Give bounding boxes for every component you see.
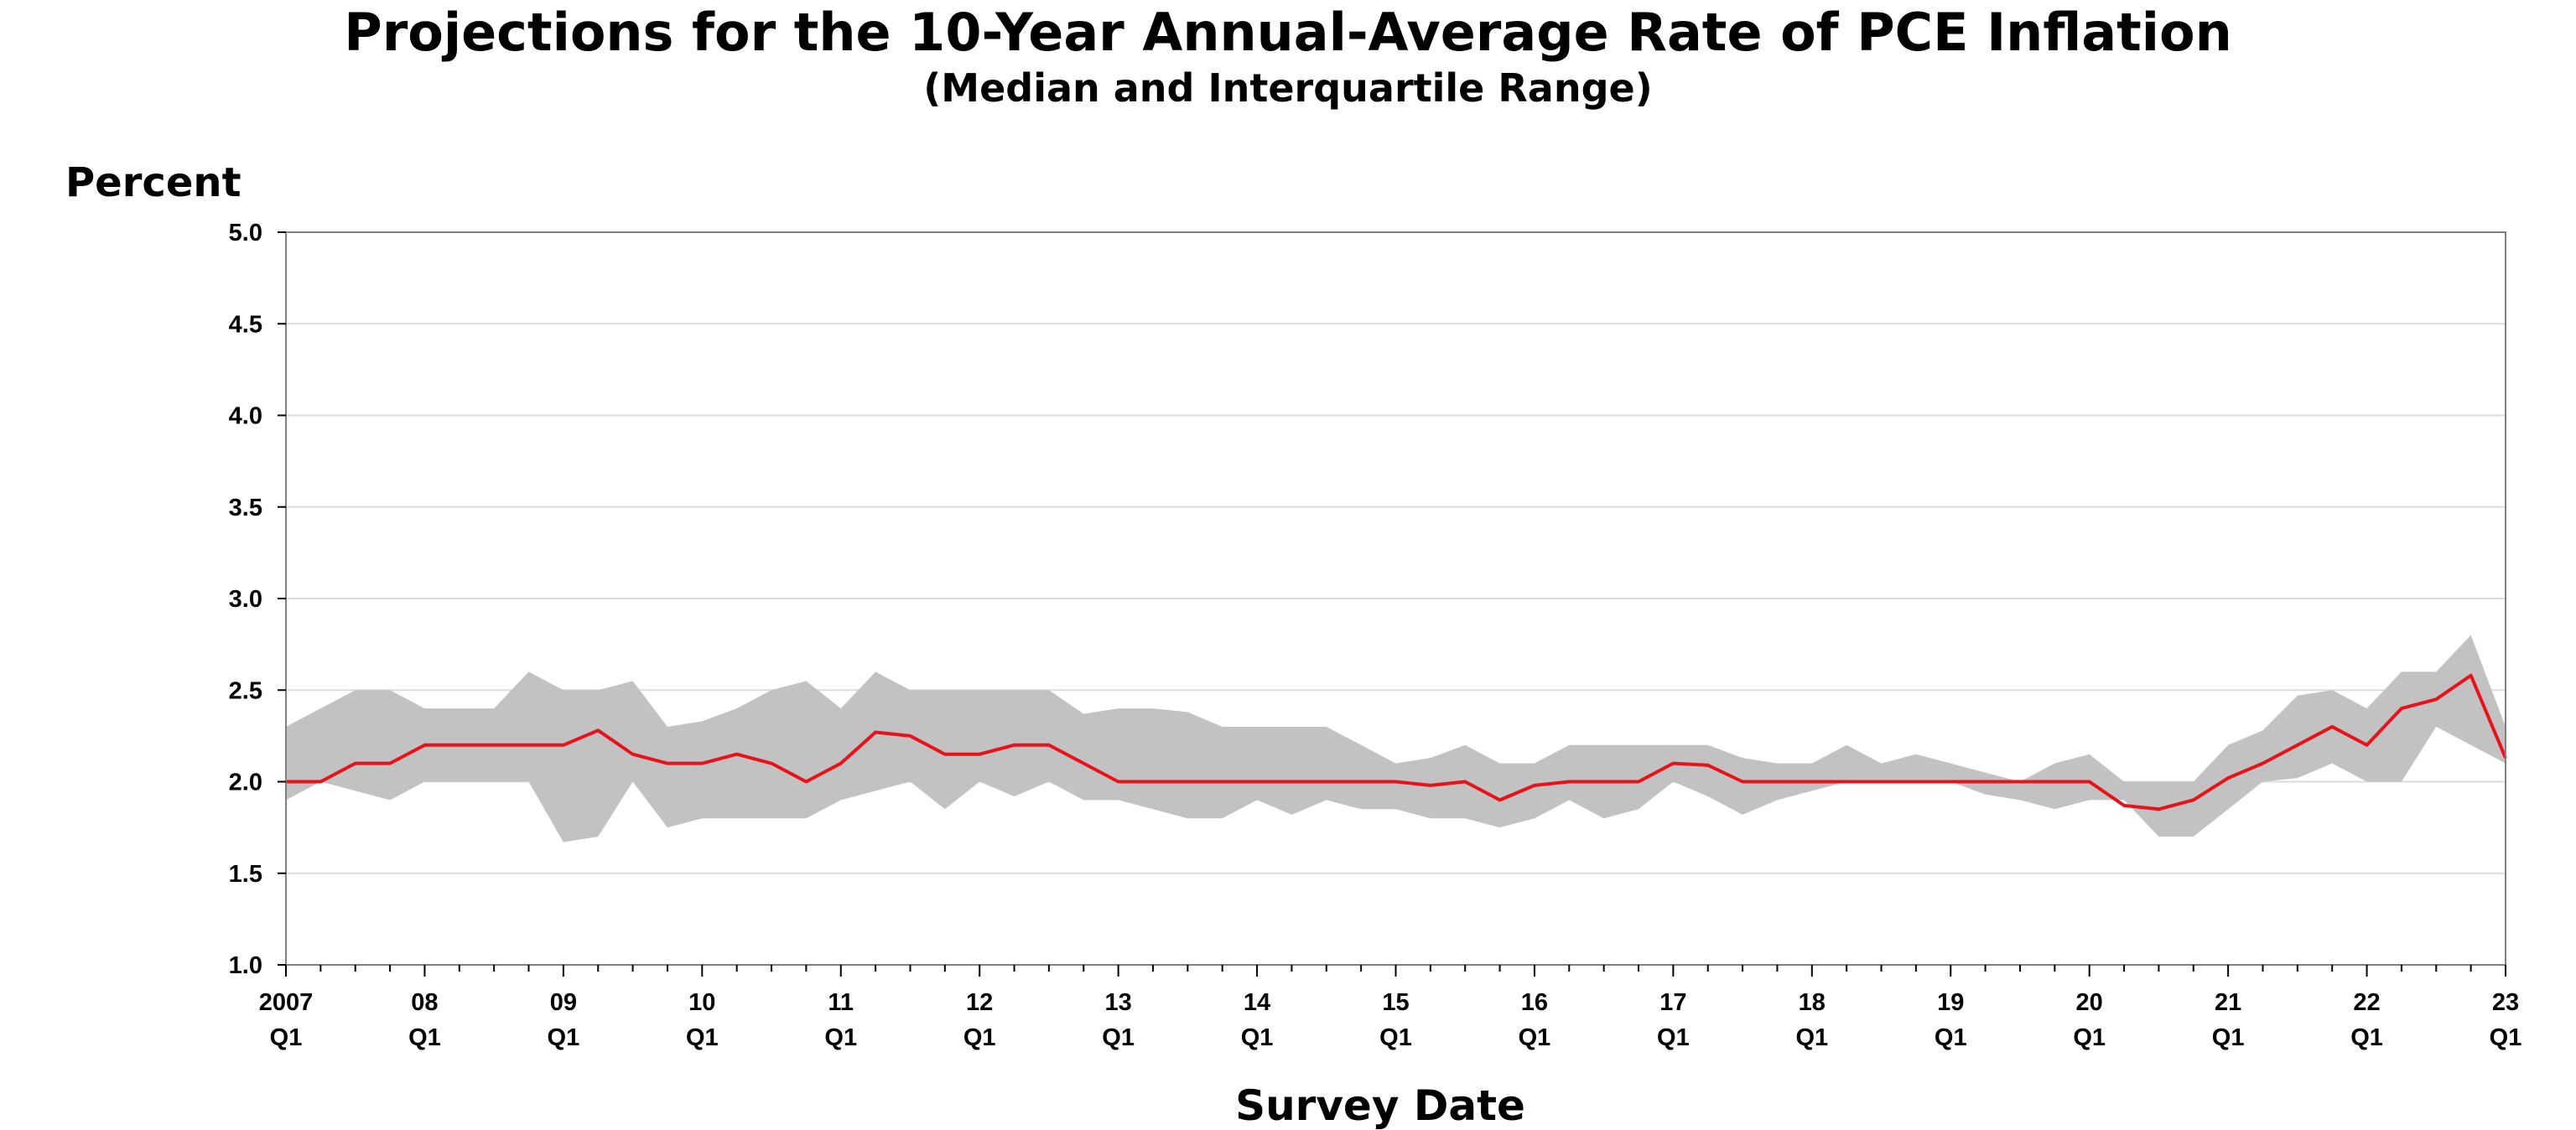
x-tick-label-quarter: Q1: [1935, 1024, 1967, 1051]
y-tick-label: 4.0: [229, 403, 262, 430]
x-tick-label-quarter: Q1: [824, 1024, 857, 1051]
x-tick-label-year: 16: [1521, 989, 1548, 1016]
x-tick-label-year: 19: [1937, 989, 1964, 1016]
x-axis-ticks: 2007 Q1 08 Q1 09 Q1 10 Q1 11 Q1 12 Q1 13 Q1 14 Q1 15 Q1 16…: [259, 965, 2522, 1051]
x-tick-label-year: 10: [688, 989, 715, 1016]
x-tick-label-quarter: Q1: [963, 1024, 996, 1051]
x-tick-label-year: 23: [2492, 989, 2519, 1016]
x-tick-label-year: 17: [1659, 989, 1686, 1016]
x-tick-label-quarter: Q1: [270, 1024, 303, 1051]
x-tick-label-year: 20: [2076, 989, 2103, 1016]
x-tick-label-year: 08: [411, 989, 438, 1016]
y-tick-label: 3.0: [229, 586, 262, 613]
x-tick-label-quarter: Q1: [2073, 1024, 2106, 1051]
y-tick-label: 1.5: [229, 861, 262, 888]
y-tick-label: 5.0: [229, 220, 262, 246]
y-tick-label: 2.0: [229, 770, 262, 796]
x-tick-label-quarter: Q1: [2490, 1024, 2522, 1051]
x-tick-label-quarter: Q1: [1102, 1024, 1135, 1051]
x-tick-label-year: 21: [2215, 989, 2241, 1016]
x-tick-label-year: 09: [550, 989, 577, 1016]
x-tick-label-year: 2007: [259, 989, 314, 1016]
y-axis-ticks: 1.0 1.5 2.0 2.5 3.0 3.5 4.0 4.5 5.0: [229, 220, 286, 979]
y-tick-label: 3.5: [229, 495, 262, 521]
x-tick-label-year: 18: [1799, 989, 1826, 1016]
y-tick-label: 1.0: [229, 952, 262, 979]
x-tick-label-quarter: Q1: [1379, 1024, 1412, 1051]
x-tick-label-year: 14: [1244, 989, 1270, 1016]
x-tick-label-quarter: Q1: [1657, 1024, 1690, 1051]
x-tick-label-quarter: Q1: [2212, 1024, 2245, 1051]
x-tick-label-year: 13: [1104, 989, 1131, 1016]
x-tick-label-quarter: Q1: [548, 1024, 580, 1051]
x-tick-label-quarter: Q1: [2350, 1024, 2383, 1051]
x-tick-label-quarter: Q1: [1795, 1024, 1828, 1051]
x-tick-label-year: 22: [2353, 989, 2380, 1016]
x-tick-label-quarter: Q1: [1519, 1024, 1551, 1051]
x-tick-label-quarter: Q1: [408, 1024, 441, 1051]
x-tick-label-year: 15: [1382, 989, 1409, 1016]
y-tick-label: 2.5: [229, 677, 262, 704]
interquartile-range-area: [286, 635, 2506, 842]
y-tick-label: 4.5: [229, 311, 262, 338]
x-tick-label-quarter: Q1: [1241, 1024, 1274, 1051]
x-tick-label-year: 11: [828, 989, 854, 1016]
x-tick-label-year: 12: [966, 989, 993, 1016]
x-tick-label-quarter: Q1: [686, 1024, 719, 1051]
interquartile-band: [286, 635, 2506, 842]
